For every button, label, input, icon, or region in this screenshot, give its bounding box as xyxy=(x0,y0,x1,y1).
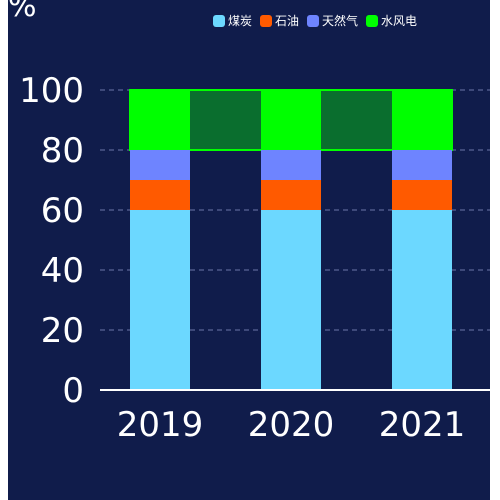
y-tick-label: 60 xyxy=(41,191,84,231)
bar-segment-2020-2[interactable] xyxy=(261,150,321,180)
y-tick-label: 40 xyxy=(41,251,84,291)
bar-segment-2021-0[interactable] xyxy=(392,210,452,390)
x-tick-label: 2021 xyxy=(379,405,466,445)
bar-segment-2019-2[interactable] xyxy=(130,150,190,180)
bar-segment-2019-0[interactable] xyxy=(130,210,190,390)
stacked-bar-chart: 0 20 40 60 80 100 2019 2020 2021 xyxy=(19,71,490,445)
x-tick-label: 2020 xyxy=(248,405,335,445)
bar-segment-2021-1[interactable] xyxy=(392,180,452,210)
y-tick-label: 80 xyxy=(41,131,84,171)
bar-segment-2020-3[interactable] xyxy=(261,90,321,150)
legend-swatch-renewable xyxy=(366,14,379,27)
legend: 煤炭 石油 天然气 水风电 xyxy=(213,12,417,29)
y-tick-label: 0 xyxy=(62,371,84,411)
legend-label-gas: 天然气 xyxy=(322,14,359,28)
legend-item-gas[interactable]: 天然气 xyxy=(307,12,358,29)
legend-item-oil[interactable]: 石油 xyxy=(260,12,299,29)
legend-swatch-oil xyxy=(260,14,273,27)
y-unit-label: % xyxy=(8,0,37,24)
bar-segment-2020-1[interactable] xyxy=(261,180,321,210)
bar-segment-2019-1[interactable] xyxy=(130,180,190,210)
bar-segment-2020-0[interactable] xyxy=(261,210,321,390)
legend-label-coal: 煤炭 xyxy=(228,14,253,28)
x-tick-label: 2019 xyxy=(117,405,204,445)
y-tick-label: 20 xyxy=(41,311,84,351)
legend-item-renewable[interactable]: 水风电 xyxy=(366,12,417,29)
bar-segment-2019-3[interactable] xyxy=(130,90,190,150)
chart-panel: % 煤炭 石油 天然气 水风电 0 20 40 60 80 100 2019 2020 2021 xyxy=(8,0,490,500)
legend-label-renewable: 水风电 xyxy=(381,14,418,28)
bar-segment-2021-2[interactable] xyxy=(392,150,452,180)
legend-swatch-coal xyxy=(213,14,225,27)
legend-item-coal[interactable]: 煤炭 xyxy=(213,12,252,29)
bar-segment-2021-3[interactable] xyxy=(392,90,452,150)
y-tick-label: 100 xyxy=(19,71,84,111)
legend-label-oil: 石油 xyxy=(275,14,300,28)
legend-swatch-gas xyxy=(307,14,320,27)
